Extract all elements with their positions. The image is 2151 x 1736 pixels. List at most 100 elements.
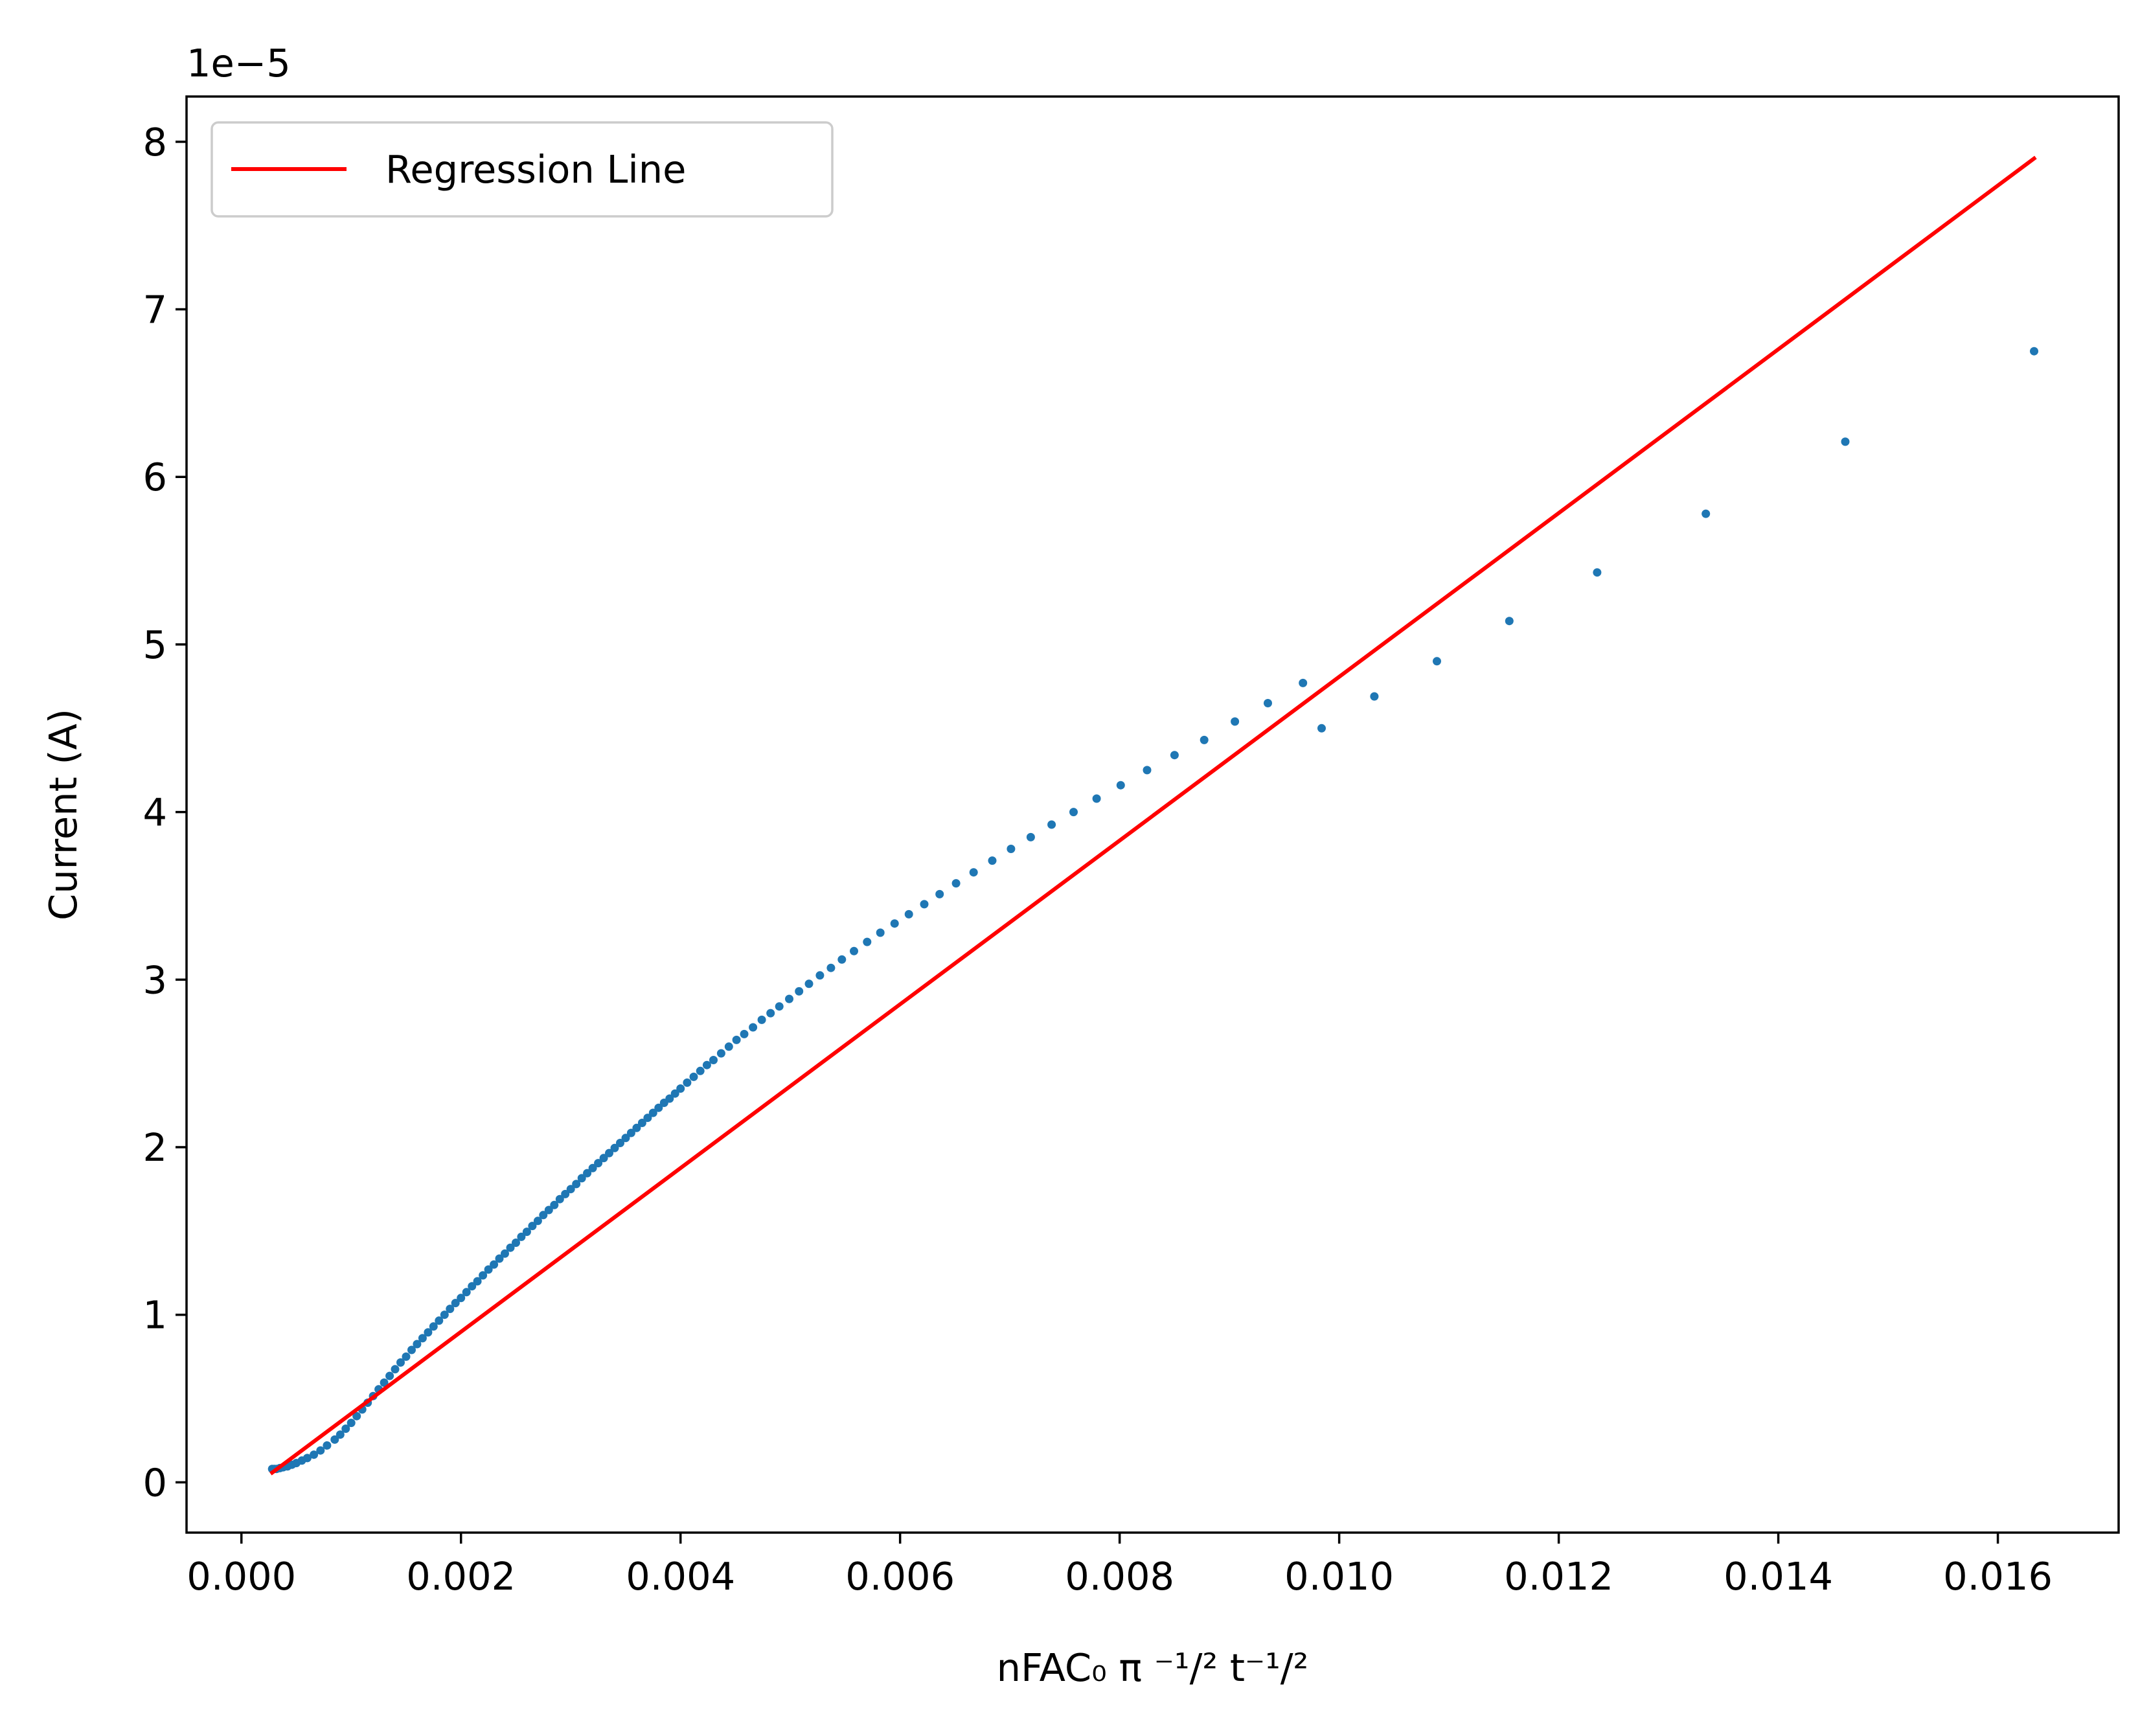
x-tick-label: 0.016 — [1943, 1554, 2053, 1599]
scatter-point — [1026, 832, 1035, 841]
scatter-point — [1370, 692, 1379, 701]
scatter-point — [616, 1139, 624, 1147]
legend-box — [211, 121, 834, 218]
scatter-point — [544, 1205, 553, 1215]
scatter-point — [473, 1277, 482, 1286]
scatter-point — [435, 1316, 444, 1325]
scatter-point — [643, 1114, 652, 1123]
scatter-point — [418, 1334, 427, 1343]
scatter-point — [451, 1299, 460, 1308]
scatter-point — [490, 1260, 499, 1269]
data-marks — [267, 155, 2038, 1476]
scatter-point — [484, 1265, 493, 1274]
scatter-point — [632, 1123, 641, 1132]
scatter-point — [1143, 766, 1152, 775]
y-tick-label: 6 — [142, 455, 167, 499]
scatter-point — [785, 994, 793, 1003]
scatter-point — [1007, 845, 1016, 853]
scatter-point — [352, 1411, 361, 1421]
scatter-point — [566, 1185, 575, 1194]
x-axis-ticks: 0.000 0.002 0.004 0.006 0.008 0.010 0.012 0.014… — [187, 1533, 2053, 1599]
scatter-point — [330, 1435, 339, 1444]
scatter-point — [1116, 781, 1125, 790]
scatter-point — [1170, 751, 1179, 760]
scatter-point — [512, 1239, 520, 1247]
scatter-point — [1505, 617, 1514, 626]
x-tick-label: 0.002 — [406, 1554, 516, 1599]
scatter-point — [413, 1340, 422, 1349]
y-tick-label: 8 — [142, 120, 167, 165]
scatter-point — [550, 1200, 559, 1209]
scatter-point — [670, 1089, 679, 1098]
scatter-point — [588, 1163, 597, 1172]
scatter-point — [1299, 678, 1308, 687]
y-tick-label: 0 — [142, 1460, 167, 1505]
scatter-point — [1317, 724, 1326, 733]
scatter-point — [495, 1254, 504, 1263]
y-offset-label: 1e−5 — [187, 41, 291, 86]
y-tick-label: 3 — [142, 957, 167, 1002]
scatter-point — [577, 1174, 586, 1183]
scatter-point — [501, 1249, 509, 1258]
scatter-point — [347, 1419, 356, 1428]
scatter-point — [740, 1029, 749, 1038]
scatter-point — [890, 919, 899, 928]
scatter-point — [302, 1454, 312, 1463]
x-tick-label: 0.012 — [1504, 1554, 1613, 1599]
scatter-point — [462, 1288, 471, 1297]
legend-regression-label: Regression Line — [385, 147, 686, 192]
scatter-point — [826, 963, 836, 972]
scatter-point — [702, 1060, 711, 1069]
scatter-point — [1701, 509, 1711, 518]
scatter-point — [676, 1084, 685, 1093]
y-tick-label: 4 — [142, 790, 167, 835]
scatter-point — [316, 1446, 325, 1455]
scatter-point — [689, 1072, 698, 1081]
scatter-point — [385, 1371, 394, 1380]
x-tick-label: 0.006 — [845, 1554, 955, 1599]
scatter-point — [402, 1352, 411, 1361]
y-axis-ticks: 0 1 2 3 4 5 6 7 8 — [142, 120, 187, 1505]
scatter-point — [336, 1430, 345, 1439]
scatter-point — [572, 1180, 581, 1189]
scatter-point — [749, 1023, 758, 1032]
scatter-point — [1092, 794, 1101, 803]
scatter-point — [533, 1216, 542, 1226]
scatter-point — [648, 1108, 657, 1117]
scatter-point — [446, 1305, 455, 1314]
y-tick-label: 2 — [142, 1125, 167, 1170]
y-tick-label: 1 — [142, 1293, 167, 1338]
scatter-point — [555, 1194, 564, 1204]
scatter-point — [429, 1322, 438, 1331]
scatter-point — [561, 1189, 570, 1198]
x-tick-label: 0.010 — [1284, 1554, 1394, 1599]
scatter-point — [310, 1450, 319, 1459]
scatter-point — [1264, 699, 1272, 707]
scatter-point — [479, 1271, 488, 1280]
axes-frame — [185, 95, 2120, 1534]
x-tick-label: 0.000 — [187, 1554, 296, 1599]
scatter-point — [920, 900, 929, 909]
y-tick-label: 5 — [142, 622, 167, 667]
scatter-point — [766, 1009, 775, 1018]
scatter-point — [407, 1345, 416, 1354]
scatter-point — [804, 979, 814, 988]
scatter-point — [539, 1211, 548, 1220]
scatter-point — [528, 1222, 537, 1231]
plot-area — [185, 95, 2120, 1534]
scatter-point — [665, 1094, 674, 1103]
scatter-point — [876, 928, 885, 937]
scatter-point — [605, 1148, 613, 1158]
scatter-point — [323, 1441, 332, 1450]
scatter-point — [837, 955, 847, 964]
scatter-point — [440, 1310, 449, 1319]
scatter-point — [621, 1134, 630, 1143]
scatter-point — [506, 1243, 515, 1252]
scatter-point — [683, 1078, 692, 1087]
scatter-point — [1231, 717, 1240, 726]
scatter-point — [594, 1159, 603, 1168]
scatter-point — [795, 987, 804, 996]
x-axis-label: nFAC₀ π ⁻¹/² t⁻¹/² — [997, 1645, 1309, 1690]
scatter-point — [850, 946, 858, 955]
